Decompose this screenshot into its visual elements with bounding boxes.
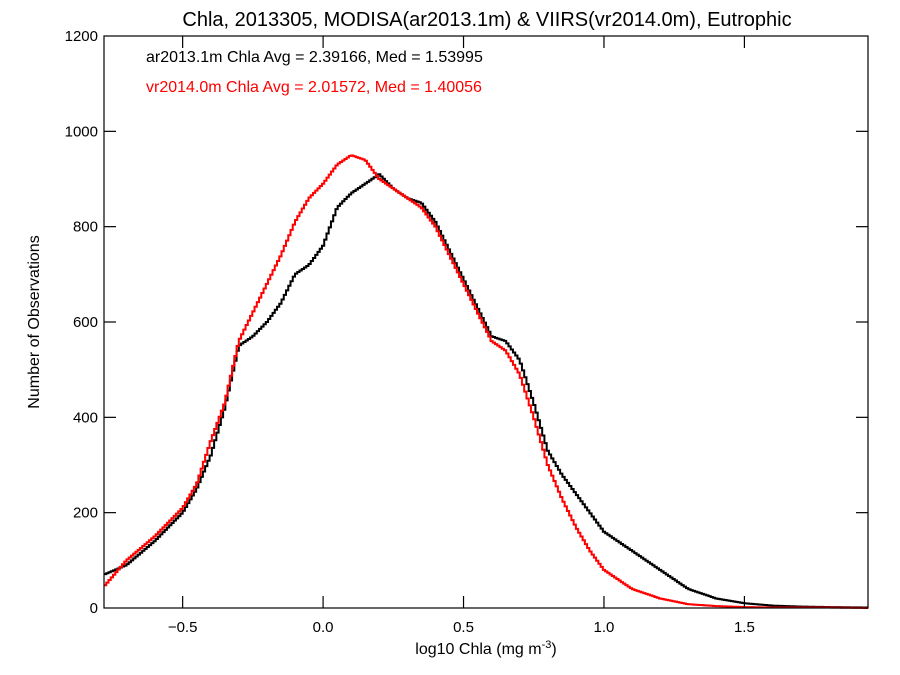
x-axis-label-sup: -3 <box>542 639 552 651</box>
x-axis-label: log10 Chla (mg m-3) <box>415 639 556 658</box>
chart-title: Chla, 2013305, MODISA(ar2013.1m) & VIIRS… <box>182 9 791 31</box>
ticks-layer: −0.5 0.0 0.5 1.0 1.5 0 200 400 600 800 1000 1200 <box>65 28 868 636</box>
x-tick-label: 0.5 <box>453 619 474 636</box>
y-tick-label: 400 <box>73 409 98 426</box>
annotation-modis: ar2013.1m Chla Avg = 2.39166, Med = 1.53… <box>146 49 483 66</box>
y-axis-label: Number of Observations <box>26 235 43 408</box>
y-tick-label: 1200 <box>65 28 98 45</box>
y-tick-label: 200 <box>73 505 98 522</box>
y-tick-label: 600 <box>73 314 98 331</box>
x-tick-label: −0.5 <box>168 619 198 636</box>
x-tick-label: 1.5 <box>734 619 755 636</box>
y-tick-label: 1000 <box>65 123 98 140</box>
series-line-1 <box>104 154 868 609</box>
series-line-0 <box>104 173 868 609</box>
x-tick-label: 1.0 <box>594 619 615 636</box>
y-tick-label: 800 <box>73 219 98 236</box>
annotation-viirs: vr2014.0m Chla Avg = 2.01572, Med = 1.40… <box>146 79 482 96</box>
series-layer <box>104 154 868 609</box>
x-axis-label-main: log10 Chla (mg m <box>415 641 541 658</box>
y-tick-label: 0 <box>90 600 98 617</box>
x-tick-label: 0.0 <box>313 619 334 636</box>
x-axis-label-end: ) <box>551 641 556 658</box>
